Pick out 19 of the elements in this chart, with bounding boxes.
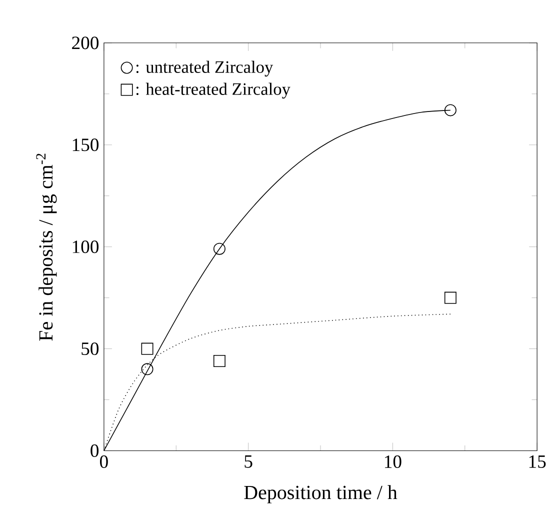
point: [213, 243, 226, 255]
x-tick-label: 10: [385, 456, 402, 468]
point: [213, 355, 226, 368]
point: [141, 363, 154, 376]
legend-label: : untreated Zircaloy: [136, 60, 274, 77]
x-tick-label: 5: [244, 456, 252, 468]
point: [141, 342, 154, 355]
legend-label: : heat-treated Zircaloy: [136, 82, 290, 99]
point: [444, 104, 456, 116]
y-tick-label: 100: [72, 240, 99, 254]
x-tick-label: 15: [529, 456, 546, 468]
y-tick-label: 150: [72, 138, 99, 152]
x-tick-label: 0: [100, 456, 108, 468]
y-tick-label: 50: [82, 342, 99, 356]
y-axis-title: Fe in deposits / μg cm$^{-2}$: [36, 154, 57, 341]
x-axis-title: Deposition time / h: [244, 485, 398, 504]
y-tick-label: 0: [90, 444, 99, 458]
y-tick-label: 200: [72, 36, 99, 50]
point: [444, 292, 456, 304]
